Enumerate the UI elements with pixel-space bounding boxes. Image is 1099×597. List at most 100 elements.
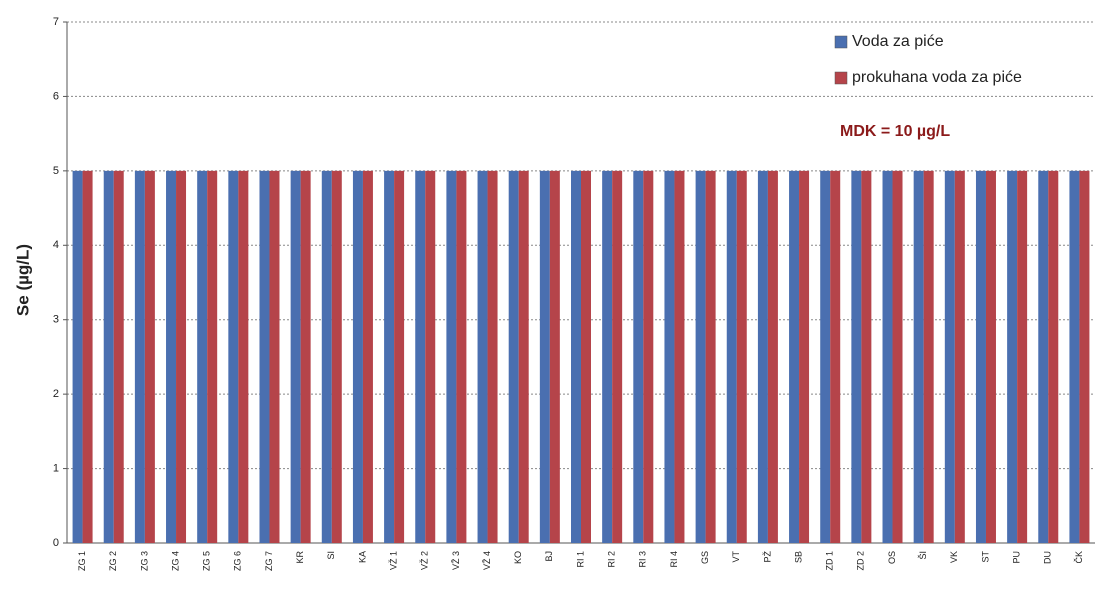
bar bbox=[643, 170, 654, 543]
bar bbox=[674, 170, 685, 543]
x-tick-label: ZG 7 bbox=[264, 551, 274, 571]
bar bbox=[695, 170, 706, 543]
bar bbox=[207, 170, 218, 543]
bar bbox=[820, 170, 831, 543]
bar bbox=[892, 170, 903, 543]
bar bbox=[1007, 170, 1018, 543]
bar bbox=[985, 170, 996, 543]
y-axis-label: Se (µg/L) bbox=[13, 244, 32, 316]
y-tick-label: 3 bbox=[53, 314, 59, 326]
bar bbox=[612, 170, 623, 543]
bar bbox=[954, 170, 965, 543]
y-tick-label: 7 bbox=[53, 16, 59, 28]
bar bbox=[1079, 170, 1090, 543]
bar bbox=[508, 170, 519, 543]
annotation: MDK = 10 µg/L bbox=[840, 123, 950, 140]
x-tick-label: ZG 3 bbox=[139, 551, 149, 571]
x-tick-label: DU bbox=[1043, 551, 1053, 564]
x-tick-label: ČK bbox=[1074, 551, 1084, 564]
x-tick-label: ZG 5 bbox=[202, 551, 212, 571]
y-tick-label: 4 bbox=[53, 239, 59, 251]
bar bbox=[446, 170, 457, 543]
x-tick-label: SI bbox=[326, 551, 336, 560]
x-tick-label: OS bbox=[887, 551, 897, 564]
bar bbox=[861, 170, 872, 543]
bar bbox=[539, 170, 550, 543]
bar bbox=[269, 170, 280, 543]
x-tick-label: ZG 2 bbox=[108, 551, 118, 571]
x-tick-label: VŽ 1 bbox=[388, 551, 398, 570]
bar bbox=[549, 170, 560, 543]
x-tick-label: VT bbox=[731, 551, 741, 563]
bar bbox=[830, 170, 841, 543]
x-tick-label: RI 2 bbox=[607, 551, 617, 568]
bar bbox=[394, 170, 405, 543]
bar bbox=[238, 170, 249, 543]
bar bbox=[362, 170, 373, 543]
bar bbox=[290, 170, 301, 543]
bar bbox=[705, 170, 716, 543]
x-tick-label: VŽ 4 bbox=[482, 551, 492, 570]
x-tick-label: GS bbox=[700, 551, 710, 564]
bar bbox=[664, 170, 675, 543]
x-tick-label: KA bbox=[357, 551, 367, 563]
bar bbox=[477, 170, 488, 543]
bar bbox=[197, 170, 208, 543]
x-tick-label: ZG 4 bbox=[170, 551, 180, 571]
bar bbox=[352, 170, 363, 543]
x-tick-label: SB bbox=[793, 551, 803, 563]
bar bbox=[633, 170, 644, 543]
bar bbox=[82, 170, 93, 543]
bar bbox=[384, 170, 395, 543]
bar bbox=[300, 170, 311, 543]
bar bbox=[166, 170, 177, 543]
x-tick-label: RI 1 bbox=[575, 551, 585, 568]
x-tick-label: VŽ 3 bbox=[451, 551, 461, 570]
y-tick-label: 1 bbox=[53, 462, 59, 474]
bar bbox=[456, 170, 467, 543]
bar bbox=[789, 170, 800, 543]
bar bbox=[487, 170, 498, 543]
y-tick-label: 5 bbox=[53, 165, 59, 177]
legend-label: Voda za piće bbox=[852, 33, 944, 50]
bar bbox=[882, 170, 893, 543]
x-tick-label: ZD 2 bbox=[856, 551, 866, 571]
bar bbox=[913, 170, 924, 543]
bar bbox=[176, 170, 187, 543]
bar bbox=[581, 170, 591, 543]
bar bbox=[923, 170, 934, 543]
x-tick-label: ST bbox=[980, 551, 990, 563]
x-tick-label: PŽ bbox=[762, 551, 772, 563]
x-tick-label: KO bbox=[513, 551, 523, 564]
x-tick-label: PU bbox=[1011, 551, 1021, 564]
bar bbox=[72, 170, 83, 543]
bar bbox=[331, 170, 342, 543]
legend-swatch bbox=[834, 35, 848, 49]
x-tick-label: RI 4 bbox=[669, 551, 679, 568]
bar bbox=[1017, 170, 1028, 543]
bar bbox=[321, 170, 332, 543]
bar bbox=[851, 170, 862, 543]
legend-label: prokuhana voda za piće bbox=[852, 69, 1022, 86]
bar bbox=[1069, 170, 1080, 543]
bar bbox=[799, 170, 810, 543]
x-tick-label: VK bbox=[949, 551, 959, 563]
bar bbox=[103, 170, 114, 543]
x-tick-label: VŽ 2 bbox=[420, 551, 430, 570]
x-tick-label: ZG 6 bbox=[233, 551, 243, 571]
y-tick-label: 6 bbox=[53, 90, 59, 102]
bar bbox=[113, 170, 124, 543]
x-tick-label: ŠI bbox=[918, 551, 928, 560]
bar bbox=[518, 170, 529, 543]
y-tick-label: 2 bbox=[53, 388, 59, 400]
bar bbox=[228, 170, 239, 543]
bar bbox=[726, 170, 737, 543]
bar bbox=[134, 170, 145, 543]
bar bbox=[415, 170, 426, 543]
x-tick-label: RI 3 bbox=[638, 551, 648, 568]
bar bbox=[757, 170, 768, 543]
x-tick-label: ZG 1 bbox=[77, 551, 87, 571]
x-tick-label: BJ bbox=[544, 551, 554, 562]
y-tick-label: 0 bbox=[53, 537, 59, 549]
